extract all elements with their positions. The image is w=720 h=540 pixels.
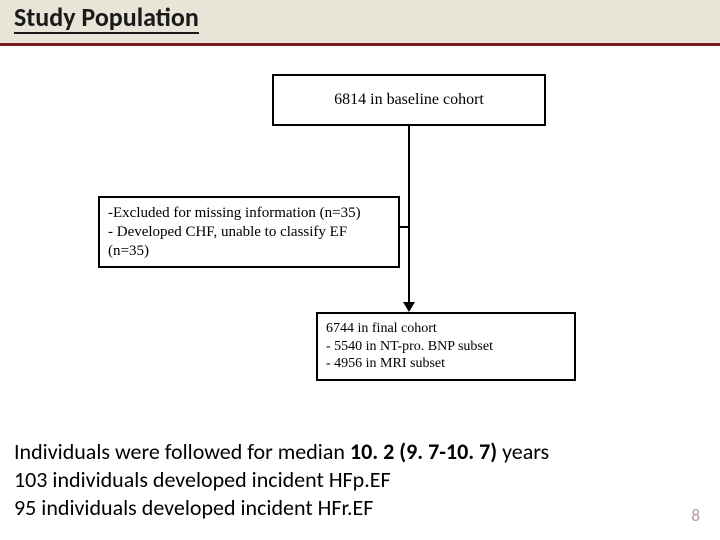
summary-text: Individuals were followed for median 10.… [14, 438, 674, 522]
box-exclusion: -Excluded for missing information (n=35)… [98, 196, 400, 268]
page-title: Study Population [14, 4, 199, 34]
final-line: - 4956 in MRI subset [326, 355, 566, 373]
summary-line-2: 103 individuals developed incident HFp.E… [14, 466, 674, 494]
exclusion-line: -Excluded for missing information (n=35) [108, 204, 390, 223]
summary-line-1: Individuals were followed for median 10.… [14, 438, 674, 466]
page-number: 8 [691, 505, 700, 526]
flow-diagram: 6814 in baseline cohort -Excluded for mi… [0, 46, 720, 426]
flow-branch [400, 226, 408, 228]
box-baseline: 6814 in baseline cohort [272, 74, 546, 126]
box-baseline-text: 6814 in baseline cohort [334, 90, 484, 110]
summary-line-3: 95 individuals developed incident HFr.EF [14, 494, 674, 522]
flow-arrow [403, 302, 415, 312]
final-line: 6744 in final cohort [326, 320, 566, 338]
box-final: 6744 in final cohort - 5540 in NT-pro. B… [316, 312, 576, 381]
flow-stem [408, 126, 410, 302]
exclusion-line: - Developed CHF, unable to classify EF (… [108, 223, 390, 261]
final-line: - 5540 in NT-pro. BNP subset [326, 338, 566, 356]
title-bar: Study Population [0, 0, 720, 46]
